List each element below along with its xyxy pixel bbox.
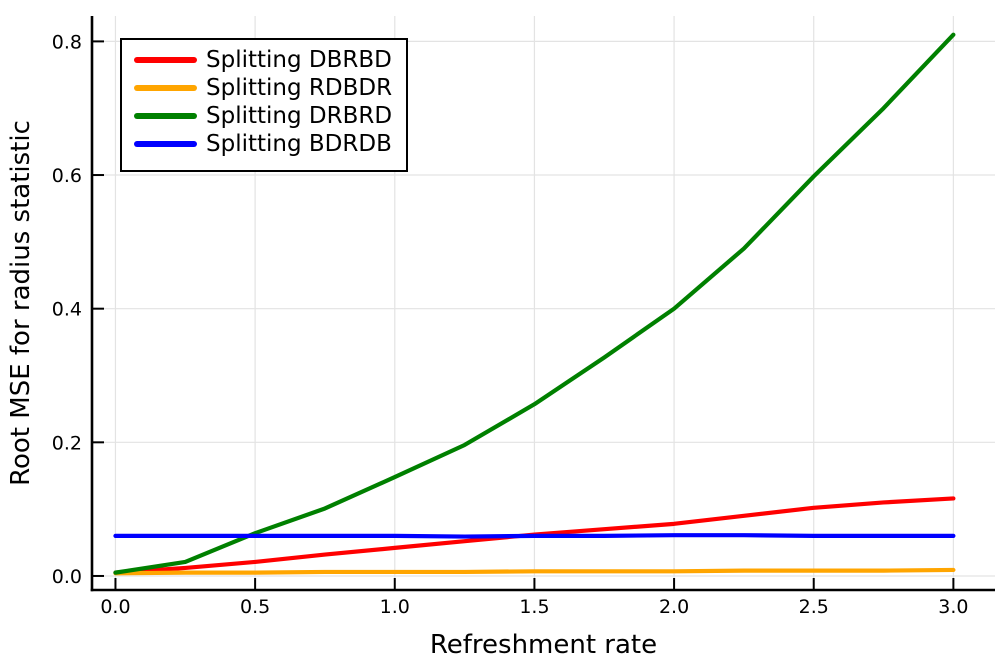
x-tick-label: 1.5 — [519, 596, 549, 618]
tick-label-layer: 0.0 0.5 1.0 1.5 2.0 2.5 3.0 0.0 0.2 0.4 0.6 0.8 — [52, 31, 969, 618]
x-tick-label: 1.0 — [380, 596, 410, 618]
legend-line-swatch-green — [134, 113, 197, 119]
y-tick-label: 0.0 — [52, 566, 82, 588]
series-line-splitting-bdrdb — [113, 533, 956, 539]
x-tick-label: 2.5 — [799, 596, 829, 618]
legend-line-swatch-red — [134, 57, 197, 63]
legend-item: Splitting RDBDR — [134, 74, 406, 102]
series-layer — [113, 32, 956, 576]
legend-item: Splitting BDRDB — [134, 130, 406, 158]
legend-label: Splitting RDBDR — [206, 75, 393, 101]
legend-item: Splitting DRBRD — [134, 102, 406, 130]
legend-label: Splitting DBRBD — [206, 47, 392, 73]
x-tick-label: 0.5 — [240, 596, 270, 618]
y-tick-label: 0.6 — [52, 165, 82, 187]
series-line-splitting-rdbdr — [113, 567, 956, 576]
x-tick-label: 0.0 — [100, 596, 130, 618]
series-line-splitting-drbrd — [113, 32, 956, 575]
x-axis-label: Refreshment rate — [429, 630, 658, 660]
y-axis-label: Root MSE for radius statistic — [6, 120, 36, 486]
x-tick-label: 3.0 — [938, 596, 968, 618]
legend-label: Splitting BDRDB — [206, 131, 392, 157]
axes-layer — [90, 16, 995, 592]
legend-line-swatch-orange — [134, 85, 197, 91]
y-tick-label: 0.4 — [52, 299, 82, 321]
y-tick-label: 0.8 — [52, 31, 82, 53]
y-tick-label: 0.2 — [52, 432, 82, 454]
legend-line-swatch-blue — [134, 141, 197, 147]
legend-item: Splitting DBRBD — [134, 46, 406, 74]
x-tick-label: 2.0 — [659, 596, 689, 618]
legend: Splitting DBRBD Splitting RDBDR Splittin… — [120, 38, 408, 172]
legend-label: Splitting DRBRD — [206, 103, 393, 129]
